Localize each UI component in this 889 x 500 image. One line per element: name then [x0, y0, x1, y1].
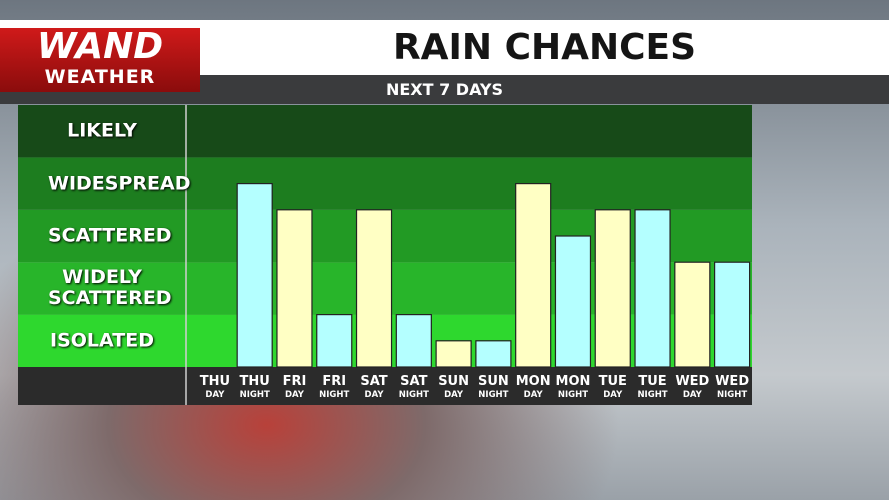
x-tick-sublabel: NIGHT — [478, 390, 508, 400]
x-tick-sublabel: DAY — [365, 390, 385, 400]
bar — [554, 235, 592, 368]
y-tick-label: ISOLATED — [50, 329, 154, 352]
x-tick-label: TUE — [599, 374, 627, 389]
bar — [475, 340, 512, 368]
bar — [674, 261, 711, 368]
bar — [316, 314, 353, 368]
y-tick-label: WIDELY SCATTERED — [48, 266, 172, 310]
logo: WAND WEATHER — [0, 28, 200, 92]
x-tick-label: FRI — [283, 374, 307, 389]
bar — [714, 261, 751, 368]
x-tick-label: SAT — [400, 374, 427, 389]
y-tick-label: LIKELY — [67, 119, 137, 142]
x-tick-label: WED — [715, 374, 749, 389]
bar — [515, 183, 552, 368]
x-tick-sublabel: DAY — [205, 390, 225, 400]
bar — [355, 209, 393, 368]
x-tick-sublabel: NIGHT — [319, 390, 349, 400]
bar — [594, 209, 631, 368]
x-tick-sublabel: DAY — [683, 390, 703, 400]
x-tick-label: WED — [675, 374, 709, 389]
logo-text: WEATHER — [44, 66, 156, 88]
bar — [276, 209, 313, 368]
bar — [395, 314, 432, 368]
x-tick-label: THU — [200, 374, 230, 389]
x-tick-sublabel: NIGHT — [399, 390, 429, 400]
logo-text: WAND — [36, 26, 164, 67]
x-tick-label: FRI — [322, 374, 346, 389]
x-tick-sublabel: NIGHT — [240, 390, 270, 400]
x-tick-label: SUN — [438, 374, 469, 389]
band — [18, 157, 752, 210]
x-tick-label: MON — [556, 374, 591, 389]
x-tick-label: SAT — [360, 374, 387, 389]
bar — [236, 183, 273, 368]
x-tick-label: THU — [240, 374, 270, 389]
x-tick-sublabel: NIGHT — [637, 390, 667, 400]
chart-title: RAIN CHANCES — [392, 27, 697, 68]
x-tick-sublabel: NIGHT — [717, 390, 747, 400]
y-tick-label: WIDESPREAD — [48, 172, 191, 195]
x-axis-strip — [18, 367, 752, 405]
x-tick-label: MON — [516, 374, 551, 389]
x-tick-sublabel: DAY — [444, 390, 464, 400]
x-tick-sublabel: DAY — [524, 390, 544, 400]
x-tick-sublabel: NIGHT — [558, 390, 588, 400]
bar — [435, 340, 472, 368]
x-tick-sublabel: DAY — [285, 390, 305, 400]
x-tick-sublabel: DAY — [603, 390, 623, 400]
x-tick-label: SUN — [478, 374, 509, 389]
x-tick-label: TUE — [638, 374, 666, 389]
band — [18, 105, 752, 158]
bar — [634, 209, 671, 368]
y-tick-label: SCATTERED — [48, 224, 172, 247]
